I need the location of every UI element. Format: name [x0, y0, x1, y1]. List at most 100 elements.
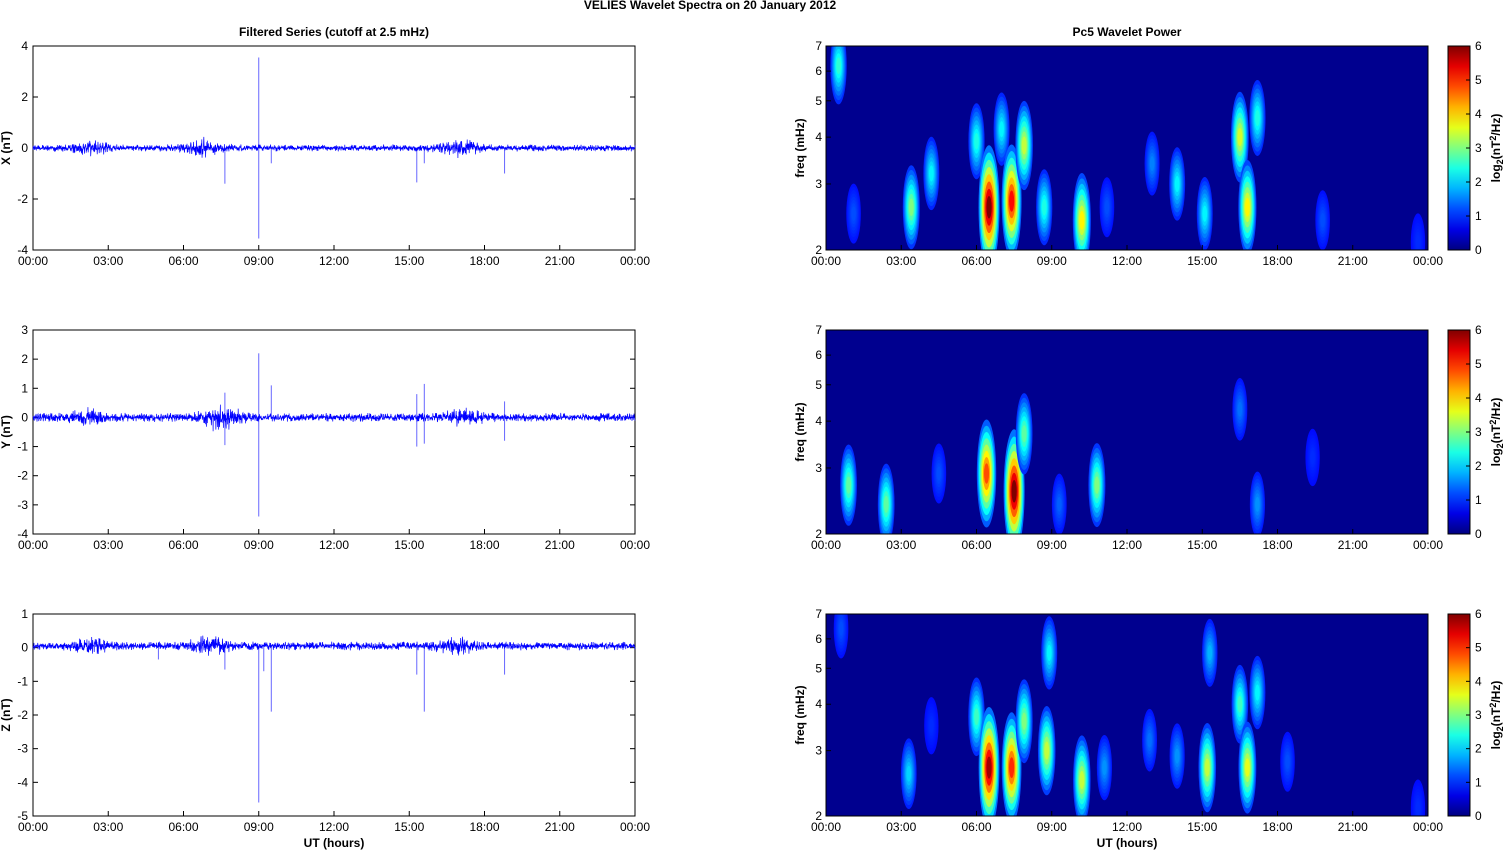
spectrum-panel-5-ytick-label: 4: [815, 697, 822, 711]
spectrum-panel-1-xtick-label: 18:00: [1262, 254, 1292, 268]
spectrum-panel-1-xtick-label: 09:00: [1037, 254, 1067, 268]
spectrum-panel-3-ylabel: freq (mHz): [793, 402, 807, 461]
series-panel-4-xtick-label: 06:00: [168, 820, 198, 834]
series-panel-0-ytick-label: 0: [21, 141, 28, 155]
spectrum-panel-1-blob: [1237, 127, 1243, 147]
spectrum-panel-5-blob: [1009, 757, 1015, 779]
spectrum-panel-3-xtick-label: 15:00: [1187, 538, 1217, 552]
spectrum-panel-1-blob: [1202, 205, 1208, 222]
spectrum-panel-3-ytick-label: 7: [815, 323, 822, 337]
series-panel-0-xtick-label: 00:00: [620, 254, 650, 268]
spectrum-panel-3: 2 3 4 5 6 7 00:00 03:00 06:00 09:00 12:00 15:00 18:0…: [793, 323, 1505, 552]
series-panel-0-ytick-label: -4: [17, 243, 28, 257]
spectrum-panel-5-colorbar-title: log2(nT2/Hz): [1488, 681, 1505, 750]
series-panel-2-trace: [32, 404, 636, 432]
spectrum-panel-3-xtick-label: 06:00: [961, 538, 991, 552]
series-panel-4-ytick-label: -1: [17, 674, 28, 688]
spectrum-panel-3-background: [826, 330, 1428, 534]
spectrum-panel-1-xtick-label: 03:00: [886, 254, 916, 268]
spectrum-panel-3-blob: [1021, 425, 1027, 443]
spectrum-panel-3-colorbar-label: 2: [1475, 459, 1482, 473]
spectrum-panel-1-colorbar-label: 2: [1475, 175, 1482, 189]
spectrum-panel-5-ytick-label: 2: [815, 809, 822, 823]
spectrum-panel-3-colorbar-label: 1: [1475, 493, 1482, 507]
spectrum-panel-5-ylabel: freq (mHz): [793, 685, 807, 744]
series-panel-0-ytick-label: -2: [17, 192, 28, 206]
spectrum-panel-3-blob: [846, 476, 851, 494]
spectrum-panel-3-xtick-label: 03:00: [886, 538, 916, 552]
series-panel-0-ytick-label: 4: [21, 39, 28, 53]
spectrum-panel-1-colorbar-label: 5: [1475, 73, 1482, 87]
series-panel-2-xtick-label: 00:00: [620, 538, 650, 552]
spectrum-panel-1-xtick-label: 12:00: [1112, 254, 1142, 268]
spectrum-panel-5-colorbar-label: 6: [1475, 607, 1482, 621]
series-panel-4-ytick-label: -3: [17, 742, 28, 756]
spectrum-panel-5-blob: [906, 765, 912, 782]
series-panel-4-ytick-label: 1: [21, 607, 28, 621]
spectrum-panel-3-blob: [1310, 450, 1315, 465]
spectrum-panel-1-title: Pc5 Wavelet Power: [1073, 25, 1182, 39]
spectrum-panel-5-blobs: [833, 614, 1426, 816]
series-panel-2-ytick-label: -4: [17, 527, 28, 541]
spectrum-panel-1-blob: [1255, 109, 1260, 127]
series-panel-4-trace: [32, 635, 636, 656]
spectrum-panel-1-blobs: [830, 46, 1426, 250]
spectrum-panel-3-blob: [984, 463, 990, 484]
spectrum-panel-5-colorbar-label: 0: [1475, 809, 1482, 823]
spectrum-panel-5-xtick-label: 18:00: [1262, 820, 1292, 834]
spectrum-panel-3-ytick-label: 2: [815, 527, 822, 541]
spectrum-panel-1-colorbar-label: 6: [1475, 39, 1482, 53]
spectrum-panel-5: 2 3 4 5 6 7 00:00 03:00 06:00 09:00 12:00 15:00 18:0…: [793, 607, 1505, 850]
spectrum-panel-5-blob: [838, 621, 844, 636]
spectrum-panel-1-blob: [1104, 200, 1110, 215]
spectrum-panel-3-colorbar-label: 0: [1475, 527, 1482, 541]
series-panel-4-ylabel: Z (nT): [0, 698, 13, 731]
spectrum-panel-5-colorbar-label: 3: [1475, 708, 1482, 722]
spectrum-panel-5-blob: [1046, 644, 1052, 661]
series-panel-0-title: Filtered Series (cutoff at 2.5 mHz): [239, 25, 429, 39]
spectrum-panel-5-xtick-label: 21:00: [1338, 820, 1368, 834]
spectrum-panel-3-blob: [1011, 480, 1017, 503]
series-panel-4-ytick-label: -5: [17, 809, 28, 823]
spectrum-panel-1-colorbar-label: 4: [1475, 107, 1482, 121]
spectrum-panel-3-xtick-label: 09:00: [1037, 538, 1067, 552]
spectrum-panel-3-ytick-label: 3: [815, 461, 822, 475]
spectrum-panel-5-blob: [1174, 748, 1180, 764]
series-panel-4-xtick-label: 18:00: [469, 820, 499, 834]
series-panel-0-xtick-label: 15:00: [394, 254, 424, 268]
series-panel-2-xtick-label: 18:00: [469, 538, 499, 552]
spectrum-panel-3-colorbar-label: 5: [1475, 357, 1482, 371]
spectrum-panel-3-colorbar-label: 4: [1475, 391, 1482, 405]
spectrum-panel-3-blob: [1094, 476, 1100, 494]
spectrum-panel-3-xtick-label: 18:00: [1262, 538, 1292, 552]
series-panel-4-ytick-label: -2: [17, 708, 28, 722]
series-panel-4: -5 -4 -3 -2 -1 0 1 00:00 03:00 06:00 09:00 12:00 15:…: [0, 607, 650, 850]
spectrum-panel-1-colorbar-label: 3: [1475, 141, 1482, 155]
spectrum-panel-1-xtick-label: 00:00: [1413, 254, 1443, 268]
spectrum-panel-1-blob: [908, 198, 914, 217]
series-panel-4-xtick-label: 03:00: [93, 820, 123, 834]
spectrum-panel-1-blob: [986, 196, 992, 219]
spectrum-panel-1-colorbar-title: log2(nT2/Hz): [1488, 114, 1505, 183]
series-panel-0-ytick-label: 2: [21, 90, 28, 104]
series-panel-0-xtick-label: 00:00: [18, 254, 48, 268]
spectrum-panel-5-blob: [1147, 732, 1152, 748]
series-panel-0-trace: [32, 136, 636, 158]
spectrum-panel-1-blob: [851, 206, 856, 221]
spectrum-panel-5-ytick-label: 6: [815, 632, 822, 646]
series-panel-2: -4 -3 -2 -1 0 1 2 3 00:00 03:00 06:00 09:00 12:00 15:…: [0, 323, 650, 552]
spectrum-panel-3-blob: [1237, 401, 1243, 417]
spectrum-panel-1-xtick-label: 06:00: [961, 254, 991, 268]
spectrum-panel-3-xtick-label: 00:00: [1413, 538, 1443, 552]
spectrum-panel-5-xtick-label: 09:00: [1037, 820, 1067, 834]
spectrum-panel-5-xtick-label: 00:00: [1413, 820, 1443, 834]
spectrum-panel-5-ytick-label: 5: [815, 661, 822, 675]
series-panel-4-ytick-label: 0: [21, 641, 28, 655]
spectrum-panel-1-ytick-label: 4: [815, 130, 822, 144]
series-panel-2-ytick-label: 1: [21, 381, 28, 395]
spectrum-panel-5-blob: [986, 756, 992, 779]
spectrum-panel-5-colorbar-label: 5: [1475, 641, 1482, 655]
spectrum-panel-1-blob: [1021, 136, 1027, 155]
spectrum-panel-5-colorbar-label: 4: [1475, 674, 1482, 688]
